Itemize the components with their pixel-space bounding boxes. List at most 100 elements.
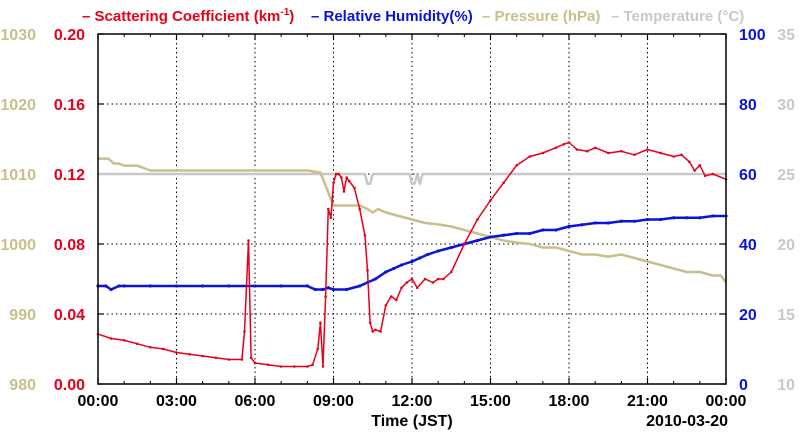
scattering-tick-label: 0.00 xyxy=(54,377,85,394)
scattering-point xyxy=(693,169,696,172)
humidity-tick-label: 60 xyxy=(739,167,757,184)
x-tick-label: 03:00 xyxy=(156,393,197,410)
scattering-tick-label: 0.08 xyxy=(54,237,85,254)
humidity-point xyxy=(606,221,610,225)
date-label: 2010-03-20 xyxy=(646,413,728,430)
legend-humidity: – Relative Humidity(%) xyxy=(311,8,473,25)
scattering-point xyxy=(342,190,346,193)
scattering-point xyxy=(368,321,372,325)
humidity-point xyxy=(658,217,663,222)
scattering-point xyxy=(431,281,435,284)
scattering-point xyxy=(562,142,566,146)
humidity-point xyxy=(321,287,325,292)
humidity-point xyxy=(645,217,650,222)
temperature-tick-label: 30 xyxy=(777,97,795,114)
scattering-point xyxy=(688,160,691,164)
scattering-tick-label: 0.20 xyxy=(54,27,85,44)
scattering-point xyxy=(249,356,253,360)
humidity-point xyxy=(672,216,676,220)
scattering-point xyxy=(292,365,296,368)
scattering-point xyxy=(347,179,351,183)
humidity-point xyxy=(358,284,362,288)
scattering-point xyxy=(188,352,191,356)
grid xyxy=(98,34,726,384)
scattering-point xyxy=(266,363,270,367)
scattering-point xyxy=(449,270,453,274)
humidity-point xyxy=(373,277,377,281)
humidity-point xyxy=(227,284,231,288)
humidity-point xyxy=(384,270,388,274)
scattering-line xyxy=(97,141,727,368)
scattering-point xyxy=(243,330,246,333)
pressure-tick-label: 990 xyxy=(9,307,36,324)
legend-pressure: – Pressure (hPa) xyxy=(482,8,600,25)
humidity-point xyxy=(619,219,623,223)
humidity-point xyxy=(279,284,283,288)
scattering-point xyxy=(240,358,244,361)
pressure-tick-label: 1020 xyxy=(0,97,36,114)
scattering-point xyxy=(332,181,335,185)
humidity-point xyxy=(711,214,715,218)
scattering-point xyxy=(646,148,649,151)
humidity-point xyxy=(632,219,637,223)
scattering-point xyxy=(659,151,662,155)
pressure-tick-label: 980 xyxy=(9,377,36,394)
temperature-tick-label: 25 xyxy=(777,167,795,184)
scattering-point xyxy=(436,277,440,281)
humidity-point xyxy=(418,256,422,260)
scattering-point xyxy=(698,163,702,167)
pressure-tick-label: 1000 xyxy=(0,237,36,254)
humidity-point xyxy=(554,228,558,232)
humidity-point xyxy=(528,231,532,236)
scattering-point xyxy=(633,153,636,157)
humidity-point xyxy=(313,287,317,292)
scattering-point xyxy=(489,198,492,202)
scattering-tick-label: 0.04 xyxy=(54,307,85,324)
humidity-point xyxy=(326,286,330,290)
humidity-tick-label: 80 xyxy=(739,97,757,114)
humidity-point xyxy=(109,287,113,292)
humidity-point xyxy=(698,216,702,220)
scattering-point xyxy=(316,347,320,351)
humidity-point xyxy=(515,231,519,236)
humidity-point xyxy=(475,238,480,243)
x-tick-label: 15:00 xyxy=(470,393,511,410)
humidity-point xyxy=(305,284,309,288)
scattering-point xyxy=(279,365,283,368)
scattering-point xyxy=(358,207,361,211)
scattering-point xyxy=(340,176,343,179)
scattering-point xyxy=(502,181,505,185)
scattering-tick-label: 0.12 xyxy=(54,167,85,184)
humidity-point xyxy=(122,284,126,288)
humidity-point xyxy=(104,284,108,288)
axes: 00:00 03:00 06:00 09:00 12:00 15:00 18:00 21:00… xyxy=(0,27,795,410)
scattering-point xyxy=(567,141,571,144)
scattering-point xyxy=(311,363,314,367)
plot-frame xyxy=(97,33,727,385)
scattering-point xyxy=(400,286,403,290)
temperature-tick-label: 15 xyxy=(777,307,795,324)
x-tick-label: 18:00 xyxy=(549,393,590,410)
humidity-point xyxy=(449,245,453,250)
humidity-point xyxy=(501,233,506,237)
humidity-point xyxy=(488,235,493,239)
x-tick-label: 00:00 xyxy=(706,393,747,410)
humidity-point xyxy=(331,287,336,292)
scattering-point xyxy=(620,149,623,153)
x-tick-label: 06:00 xyxy=(235,393,276,410)
scattering-point xyxy=(201,354,204,358)
scattering-point xyxy=(680,153,683,157)
scattering-point xyxy=(366,268,369,272)
scattering-point xyxy=(109,337,113,340)
humidity-point xyxy=(567,224,571,229)
scattering-point xyxy=(122,338,126,342)
scattering-point xyxy=(575,148,579,151)
scattering-point xyxy=(711,172,715,176)
humidity-point xyxy=(410,259,414,264)
temperature-tick-label: 35 xyxy=(777,27,795,44)
humidity-point xyxy=(580,223,584,227)
humidity-point xyxy=(201,284,205,288)
scattering-point xyxy=(306,365,309,368)
scattering-point xyxy=(149,345,152,349)
